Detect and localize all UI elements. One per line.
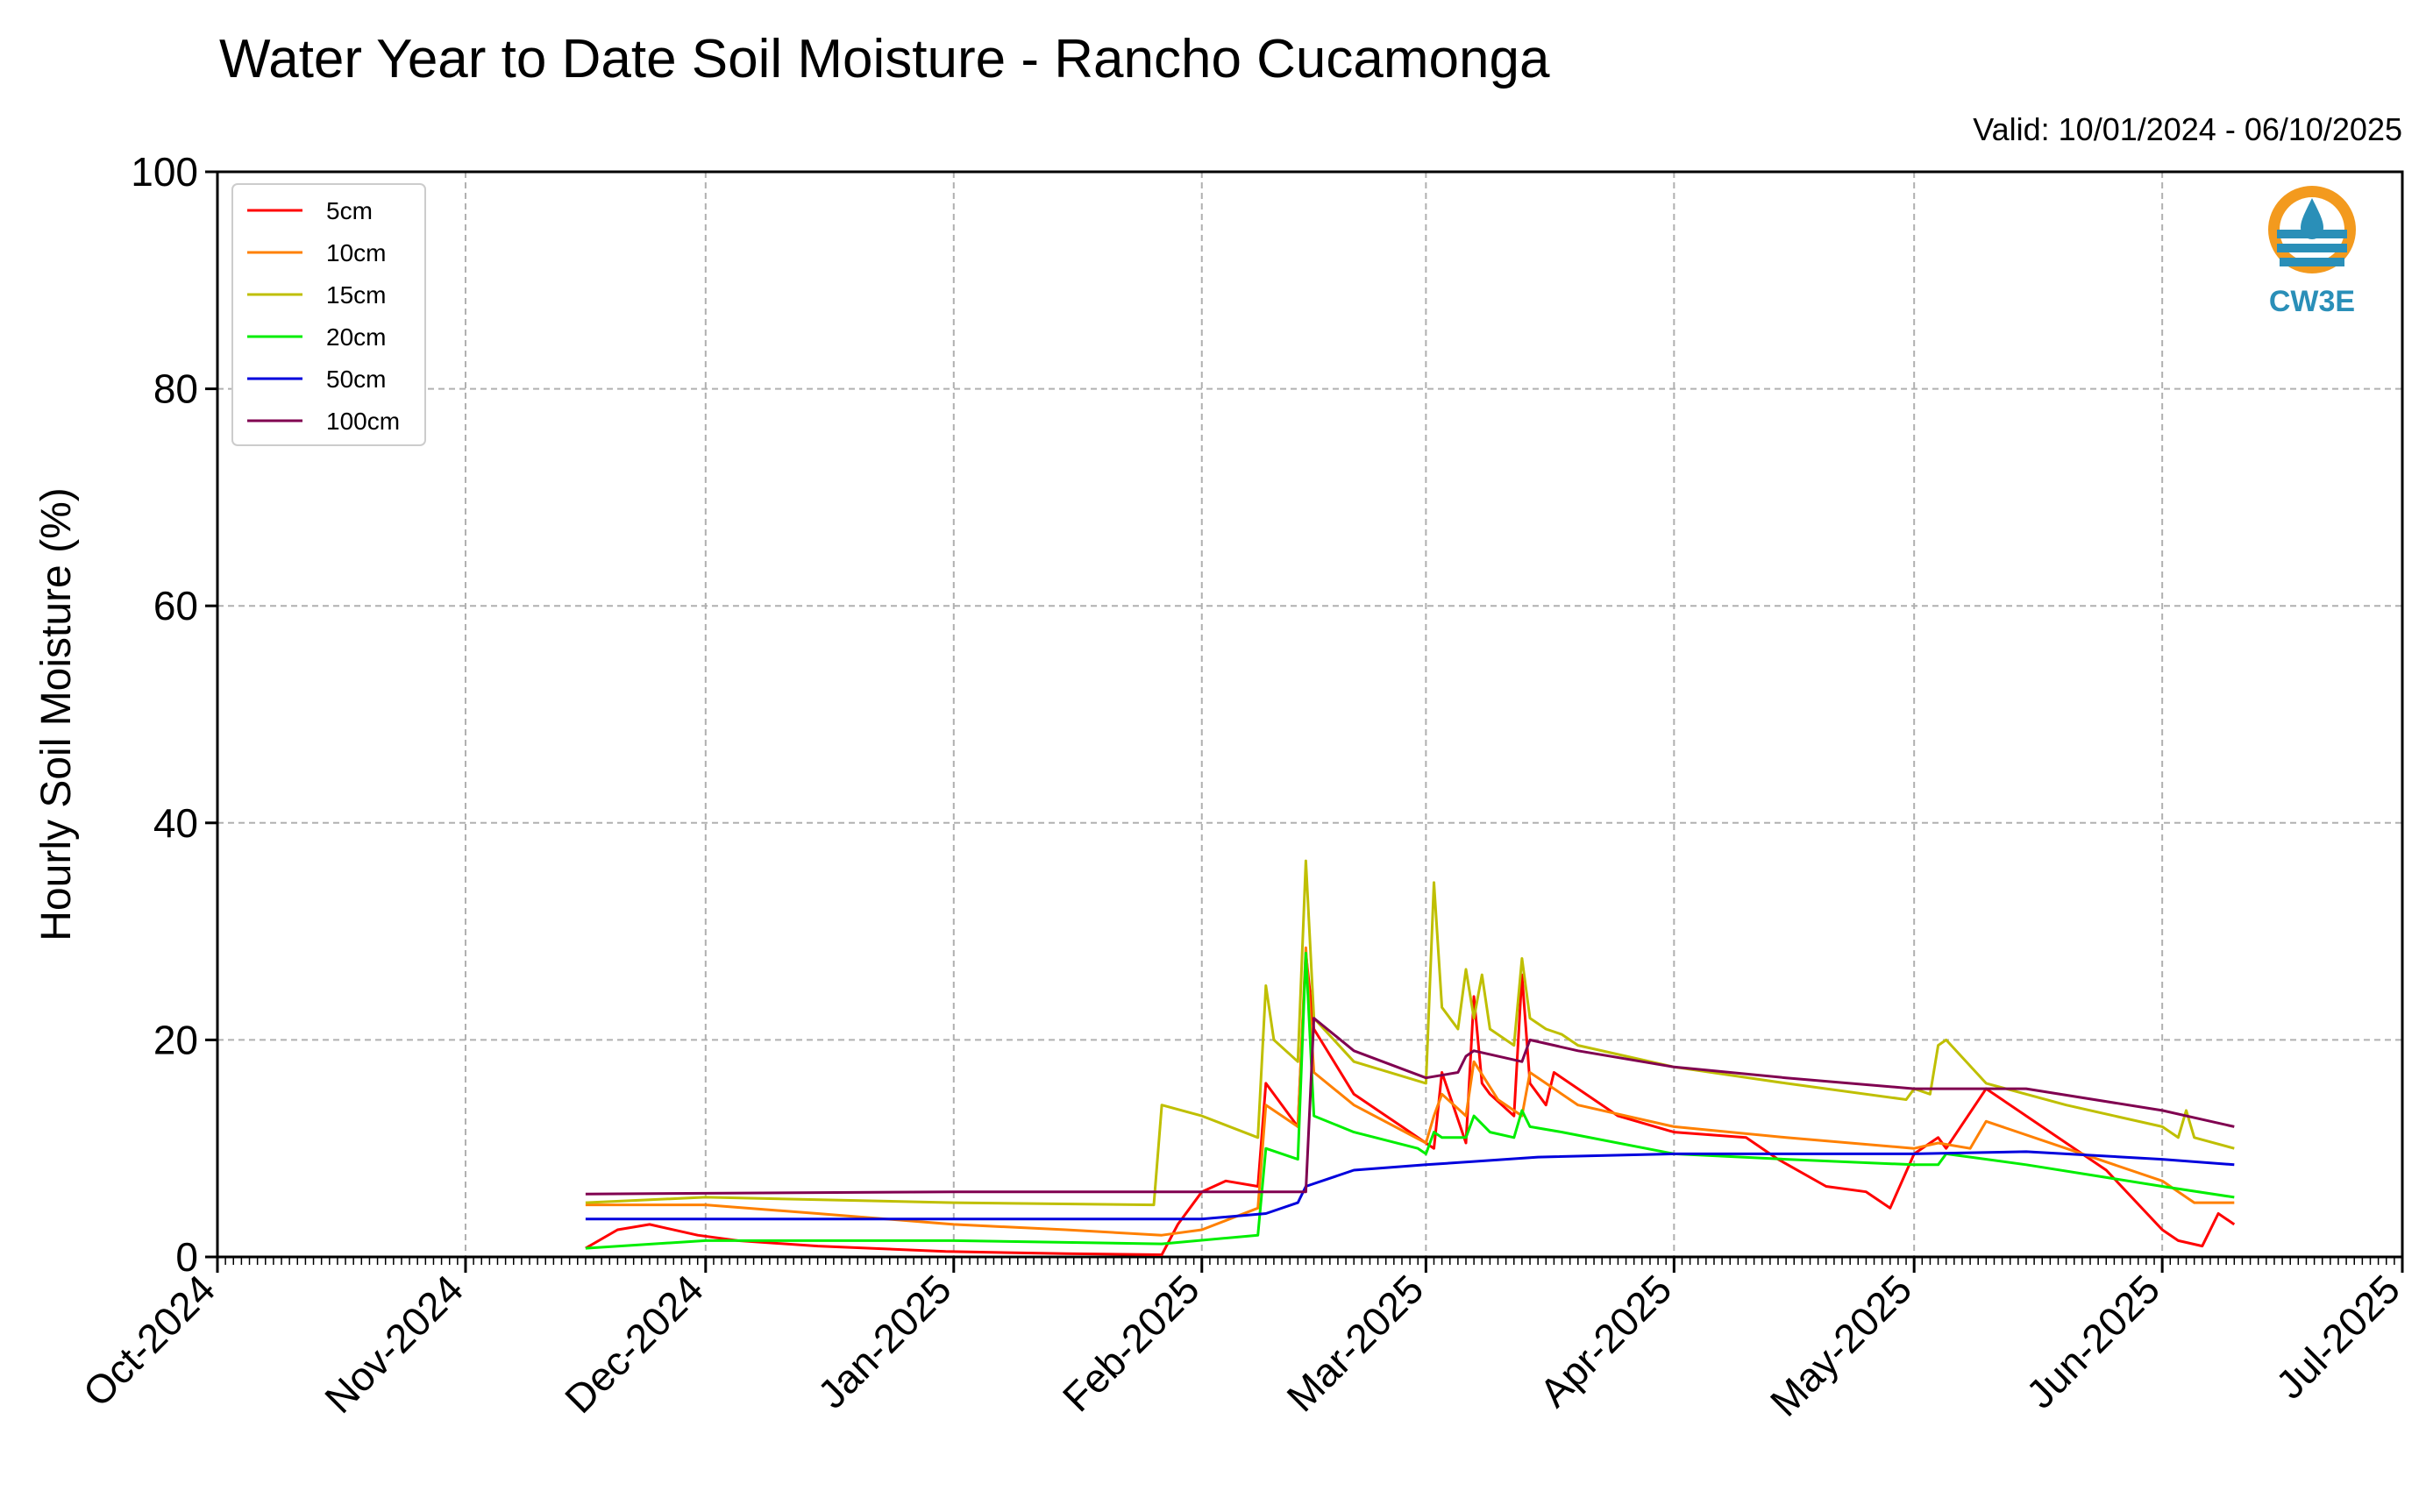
y-tick-label: 60 (153, 583, 198, 628)
legend-label: 50cm (326, 366, 386, 393)
logo-wave-icon-2 (2277, 244, 2347, 252)
plot-frame (216, 170, 2404, 1259)
chart-subtitle: Valid: 10/01/2024 - 06/10/2025 (1973, 111, 2402, 147)
legend: 5cm 10cm 15cm 20cm 50cm 100cm (231, 183, 426, 446)
y-tick-label: 0 (175, 1234, 198, 1280)
logo-drop-icon (2301, 198, 2323, 239)
series-line-50cm (585, 1150, 2235, 1221)
chart-title: Water Year to Date Soil Moisture - Ranch… (219, 29, 1550, 89)
logo-wave-icon-3 (2280, 258, 2344, 266)
legend-label: 20cm (326, 323, 386, 351)
y-tick-label: 100 (131, 149, 198, 195)
series-line-100cm (585, 1017, 2235, 1196)
legend-items: 5cm 10cm 15cm 20cm 50cm 100cm (247, 197, 400, 435)
y-tick-label: 40 (153, 800, 198, 846)
cw3e-logo: CW3E (2268, 186, 2356, 318)
series-line-15cm (585, 859, 2235, 1207)
series-line-5cm (585, 951, 2236, 1256)
y-tick-label: 80 (153, 366, 198, 412)
grid-lines (217, 172, 2402, 1257)
legend-label: 5cm (326, 197, 373, 224)
x-minor-ticks (217, 1257, 2403, 1265)
series-lines (585, 859, 2236, 1256)
legend-label: 100cm (326, 408, 400, 435)
legend-label: 15cm (326, 281, 386, 309)
y-tick-label: 20 (153, 1017, 198, 1062)
y-axis-ticks: 0 20 40 60 80 100 (131, 149, 217, 1280)
series-line-20cm (585, 951, 2235, 1250)
series-line-10cm (585, 946, 2235, 1237)
legend-label: 10cm (326, 239, 386, 266)
logo-text: CW3E (2269, 285, 2355, 318)
y-axis-label: Hourly Soil Moisture (%) (33, 487, 80, 941)
